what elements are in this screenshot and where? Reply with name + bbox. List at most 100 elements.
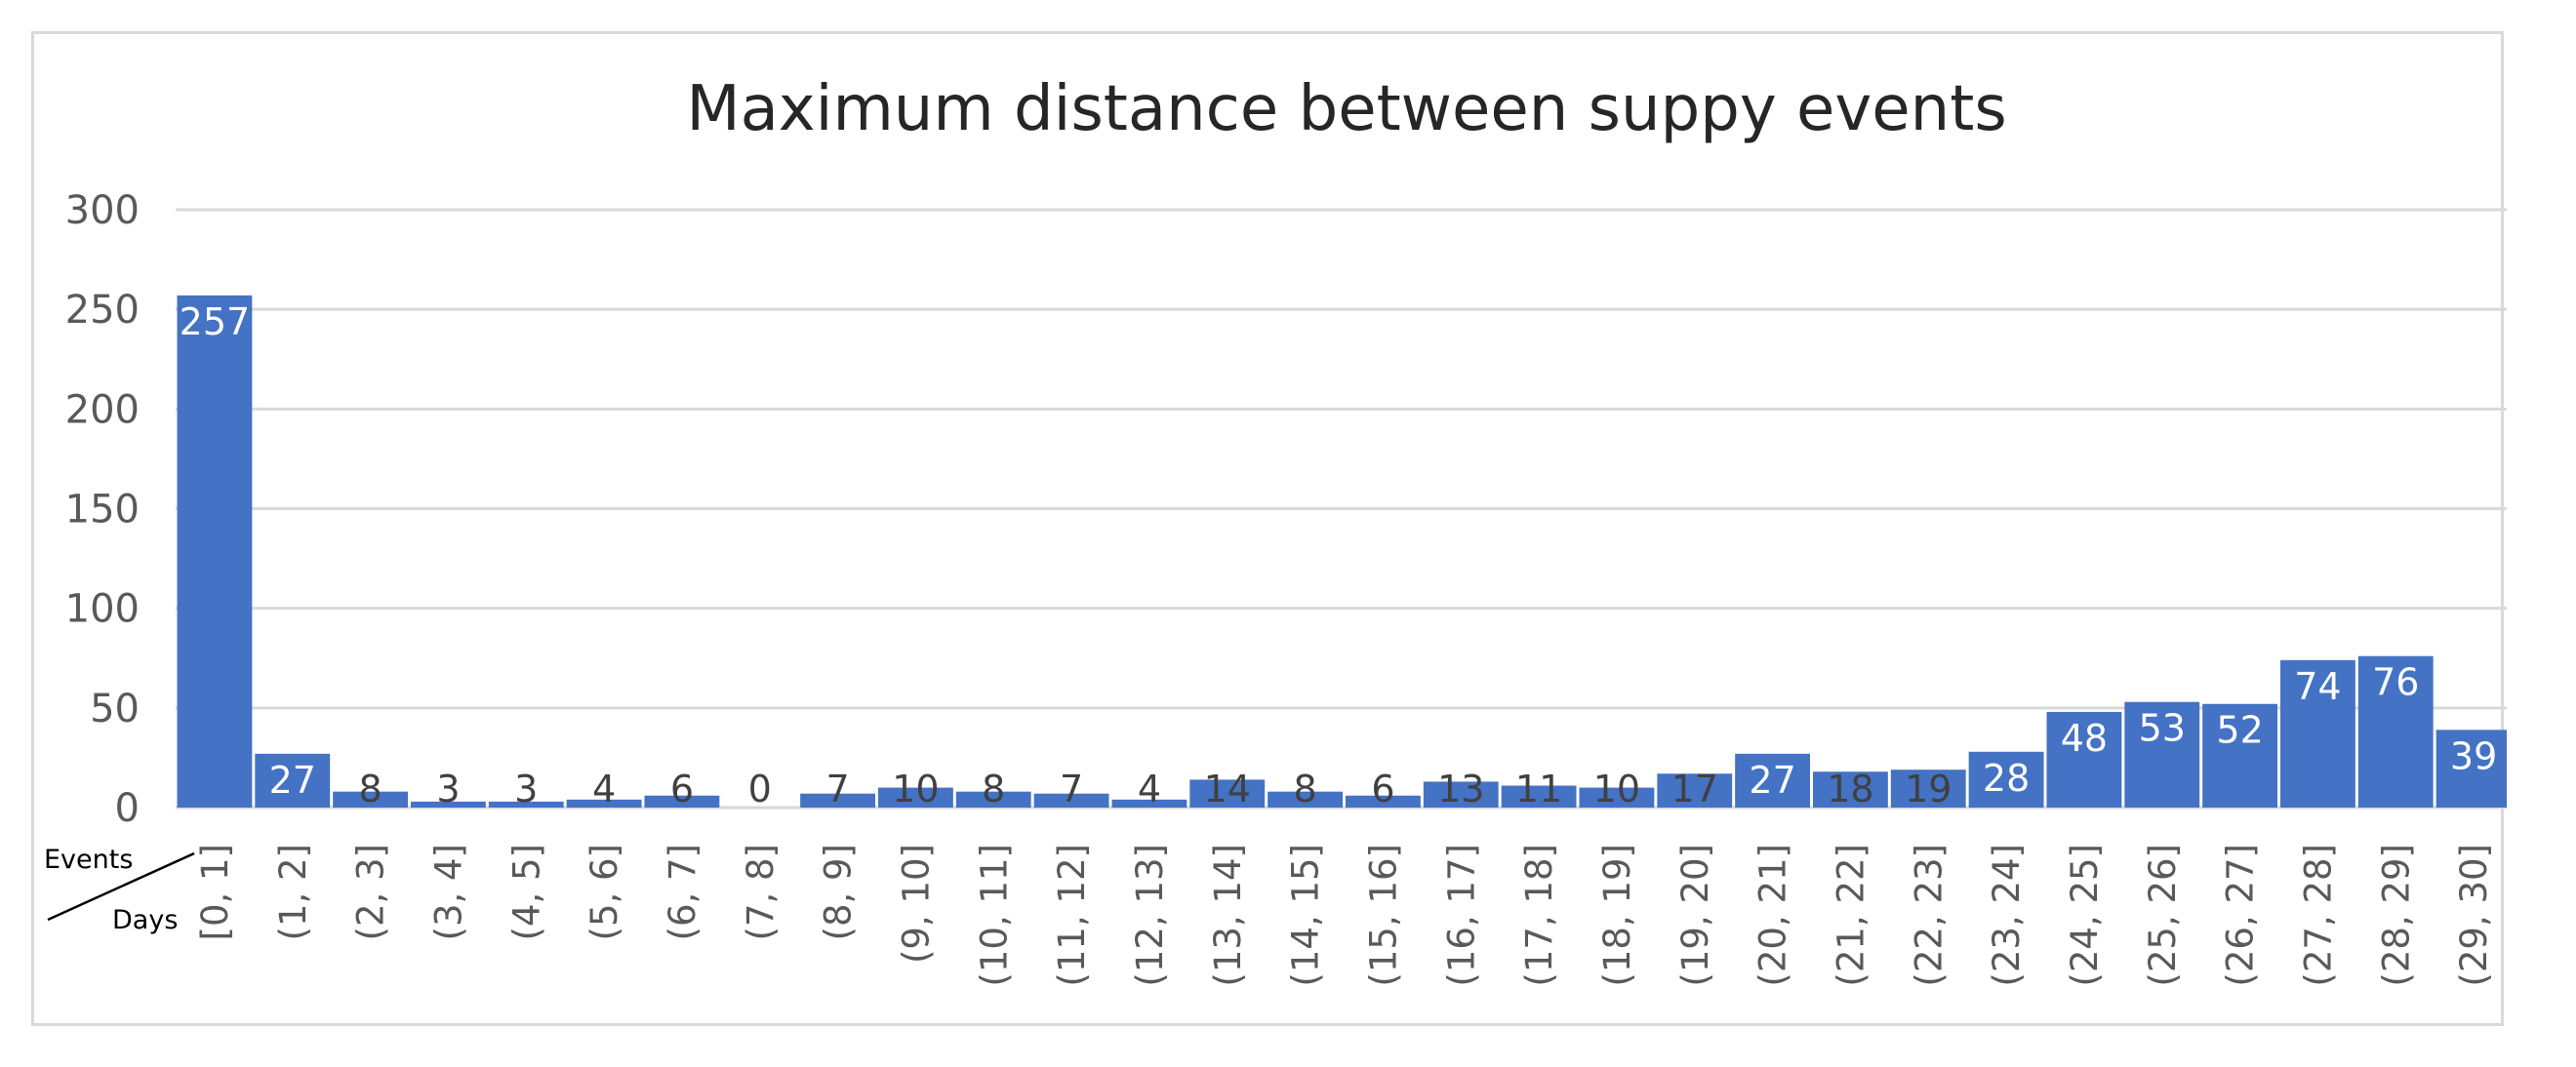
- bar: [2280, 659, 2355, 808]
- data-label: 3: [436, 768, 460, 810]
- x-tick-label: (12, 13]: [1129, 844, 1171, 987]
- data-label: 8: [982, 768, 1005, 810]
- x-tick-label: (27, 28]: [2297, 844, 2339, 987]
- data-label: 11: [1515, 768, 1562, 810]
- x-tick-label: (17, 18]: [1518, 844, 1560, 987]
- bar: [333, 791, 408, 808]
- x-tick-label: (3, 4]: [427, 844, 469, 940]
- x-tick-label: (6, 7]: [662, 844, 704, 940]
- x-tick-label: [0, 1]: [194, 844, 236, 940]
- data-label: 18: [1827, 768, 1873, 810]
- y-tick-label: 250: [65, 288, 140, 333]
- bar: [800, 793, 875, 808]
- data-label: 257: [180, 300, 251, 343]
- y-tick-label: 100: [65, 587, 140, 632]
- x-tick-label: (4, 5]: [505, 844, 547, 940]
- bar: [1735, 753, 1810, 808]
- bar: [2357, 655, 2434, 808]
- bar: [644, 795, 720, 808]
- bar: [1268, 791, 1343, 808]
- x-tick-label: (1, 2]: [272, 844, 314, 940]
- bar: [1111, 799, 1187, 808]
- x-tick-label: (14, 15]: [1285, 844, 1327, 987]
- chart-title: Maximum distance between suppy events: [686, 73, 2006, 145]
- bar: [177, 295, 253, 808]
- data-label: 10: [1593, 768, 1640, 810]
- data-label: 7: [1060, 768, 1083, 810]
- data-label: 4: [1138, 768, 1161, 810]
- x-tick-label: (22, 23]: [1908, 844, 1950, 987]
- data-label: 0: [748, 768, 772, 810]
- y-axis-label: Events: [44, 845, 133, 875]
- bar: [1189, 779, 1266, 808]
- gridlines: [176, 208, 2507, 810]
- bar: [2435, 730, 2507, 808]
- x-tick-label: (2, 3]: [350, 844, 392, 940]
- axis-corner-label: Events Days: [44, 845, 195, 935]
- data-label: 27: [269, 759, 316, 802]
- corner-divider: [47, 851, 195, 922]
- bar: [878, 787, 953, 808]
- bar: [2202, 703, 2277, 808]
- y-tick-label: 150: [65, 488, 140, 533]
- bar: [411, 801, 486, 808]
- data-label: 6: [670, 768, 694, 810]
- data-label: 74: [2294, 665, 2341, 708]
- data-label: 19: [1905, 768, 1952, 810]
- x-tick-label: (10, 11]: [973, 844, 1015, 987]
- y-tick-label: 50: [90, 687, 140, 731]
- x-tick-label: (13, 14]: [1207, 844, 1249, 987]
- data-label: 8: [358, 768, 382, 810]
- data-label: 6: [1371, 768, 1394, 810]
- x-tick-label: (26, 27]: [2220, 844, 2262, 987]
- x-tick-label: (19, 20]: [1674, 844, 1716, 987]
- bar: [2124, 701, 2200, 808]
- x-tick-label: (5, 6]: [584, 844, 625, 940]
- y-tick-label: 0: [115, 786, 140, 831]
- y-tick-label: 200: [65, 387, 140, 432]
- bar: [2046, 711, 2122, 808]
- x-tick-label: (7, 8]: [740, 844, 782, 940]
- bar: [1968, 751, 2044, 808]
- x-tick-label: (16, 17]: [1440, 844, 1482, 987]
- bar-chart: Maximum distance between suppy events 0 5…: [44, 73, 2507, 987]
- data-label: 27: [1749, 759, 1795, 802]
- x-tick-label: (9, 10]: [895, 844, 937, 964]
- data-label: 48: [2061, 717, 2108, 760]
- data-label: 7: [825, 768, 849, 810]
- x-tick-label: (15, 16]: [1362, 844, 1404, 987]
- data-label: 13: [1437, 768, 1484, 810]
- bars: [177, 295, 2507, 808]
- chart-frame: Maximum distance between suppy events 0 5…: [31, 31, 2507, 1026]
- data-label: 53: [2139, 707, 2186, 750]
- bar: [566, 799, 642, 808]
- x-tick-label: (25, 26]: [2142, 844, 2184, 987]
- x-tick-label: (11, 12]: [1051, 844, 1093, 987]
- data-label: 17: [1671, 768, 1718, 810]
- data-label: 4: [592, 768, 616, 810]
- data-label: 28: [1983, 757, 2030, 800]
- bar: [1890, 770, 1966, 808]
- bar: [1579, 787, 1655, 808]
- x-tick-label: (29, 30]: [2453, 844, 2495, 987]
- data-label: 8: [1293, 768, 1316, 810]
- bar: [1423, 781, 1499, 808]
- y-axis-ticks: 0 50 100 150 200 250 300: [65, 188, 140, 831]
- bar: [1813, 771, 1888, 808]
- bar: [1657, 773, 1733, 808]
- y-tick-label: 300: [65, 188, 140, 233]
- data-label: 39: [2450, 734, 2497, 777]
- x-tick-label: (24, 25]: [2064, 844, 2106, 987]
- bar: [1033, 793, 1109, 808]
- bar: [1346, 795, 1421, 808]
- bar: [955, 791, 1031, 808]
- x-tick-label: (23, 24]: [1986, 844, 2028, 987]
- x-tick-label: (21, 22]: [1830, 844, 1872, 987]
- x-tick-label: (18, 19]: [1596, 844, 1638, 987]
- bar: [488, 801, 564, 808]
- x-tick-label: (20, 21]: [1752, 844, 1794, 987]
- data-label: 76: [2372, 661, 2419, 704]
- x-tick-label: (8, 9]: [818, 844, 860, 940]
- data-label: 3: [514, 768, 538, 810]
